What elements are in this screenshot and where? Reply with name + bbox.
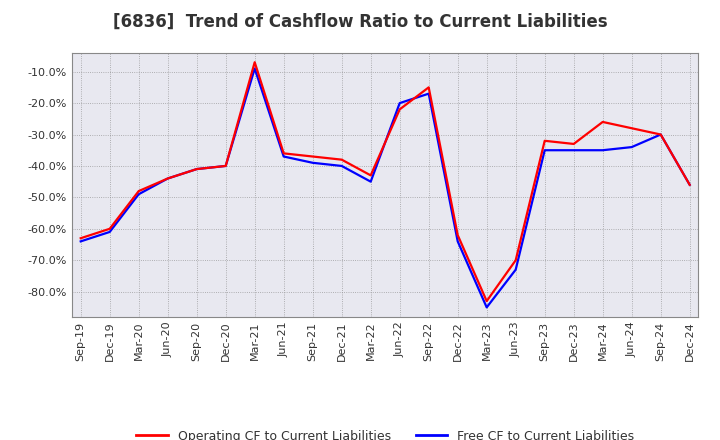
Legend: Operating CF to Current Liabilities, Free CF to Current Liabilities: Operating CF to Current Liabilities, Fre… xyxy=(131,425,639,440)
Free CF to Current Liabilities xyxy=(76,239,85,244)
Free CF to Current Liabilities xyxy=(135,191,143,197)
Free CF to Current Liabilities xyxy=(221,163,230,169)
Free CF to Current Liabilities xyxy=(279,154,288,159)
Operating CF to Current Liabilities xyxy=(279,151,288,156)
Free CF to Current Liabilities xyxy=(424,91,433,96)
Free CF to Current Liabilities xyxy=(105,229,114,235)
Free CF to Current Liabilities xyxy=(627,144,636,150)
Free CF to Current Liabilities xyxy=(192,166,201,172)
Operating CF to Current Liabilities xyxy=(192,166,201,172)
Operating CF to Current Liabilities xyxy=(308,154,317,159)
Operating CF to Current Liabilities xyxy=(76,235,85,241)
Operating CF to Current Liabilities xyxy=(251,59,259,65)
Operating CF to Current Liabilities xyxy=(221,163,230,169)
Operating CF to Current Liabilities xyxy=(454,232,462,238)
Operating CF to Current Liabilities xyxy=(424,85,433,90)
Operating CF to Current Liabilities xyxy=(657,132,665,137)
Operating CF to Current Liabilities xyxy=(135,188,143,194)
Operating CF to Current Liabilities xyxy=(627,125,636,131)
Free CF to Current Liabilities xyxy=(657,132,665,137)
Free CF to Current Liabilities xyxy=(541,147,549,153)
Operating CF to Current Liabilities xyxy=(163,176,172,181)
Operating CF to Current Liabilities xyxy=(105,226,114,231)
Line: Free CF to Current Liabilities: Free CF to Current Liabilities xyxy=(81,69,690,308)
Free CF to Current Liabilities xyxy=(338,163,346,169)
Line: Operating CF to Current Liabilities: Operating CF to Current Liabilities xyxy=(81,62,690,301)
Operating CF to Current Liabilities xyxy=(541,138,549,143)
Free CF to Current Liabilities xyxy=(395,100,404,106)
Free CF to Current Liabilities xyxy=(570,147,578,153)
Operating CF to Current Liabilities xyxy=(685,182,694,187)
Operating CF to Current Liabilities xyxy=(511,257,520,263)
Free CF to Current Liabilities xyxy=(163,176,172,181)
Operating CF to Current Liabilities xyxy=(570,141,578,147)
Operating CF to Current Liabilities xyxy=(395,107,404,112)
Text: [6836]  Trend of Cashflow Ratio to Current Liabilities: [6836] Trend of Cashflow Ratio to Curren… xyxy=(113,13,607,31)
Operating CF to Current Liabilities xyxy=(338,157,346,162)
Free CF to Current Liabilities xyxy=(482,305,491,310)
Operating CF to Current Liabilities xyxy=(598,119,607,125)
Free CF to Current Liabilities xyxy=(598,147,607,153)
Operating CF to Current Liabilities xyxy=(482,298,491,304)
Free CF to Current Liabilities xyxy=(511,267,520,272)
Free CF to Current Liabilities xyxy=(685,182,694,187)
Free CF to Current Liabilities xyxy=(251,66,259,71)
Operating CF to Current Liabilities xyxy=(366,173,375,178)
Free CF to Current Liabilities xyxy=(308,160,317,165)
Free CF to Current Liabilities xyxy=(366,179,375,184)
Free CF to Current Liabilities xyxy=(454,239,462,244)
